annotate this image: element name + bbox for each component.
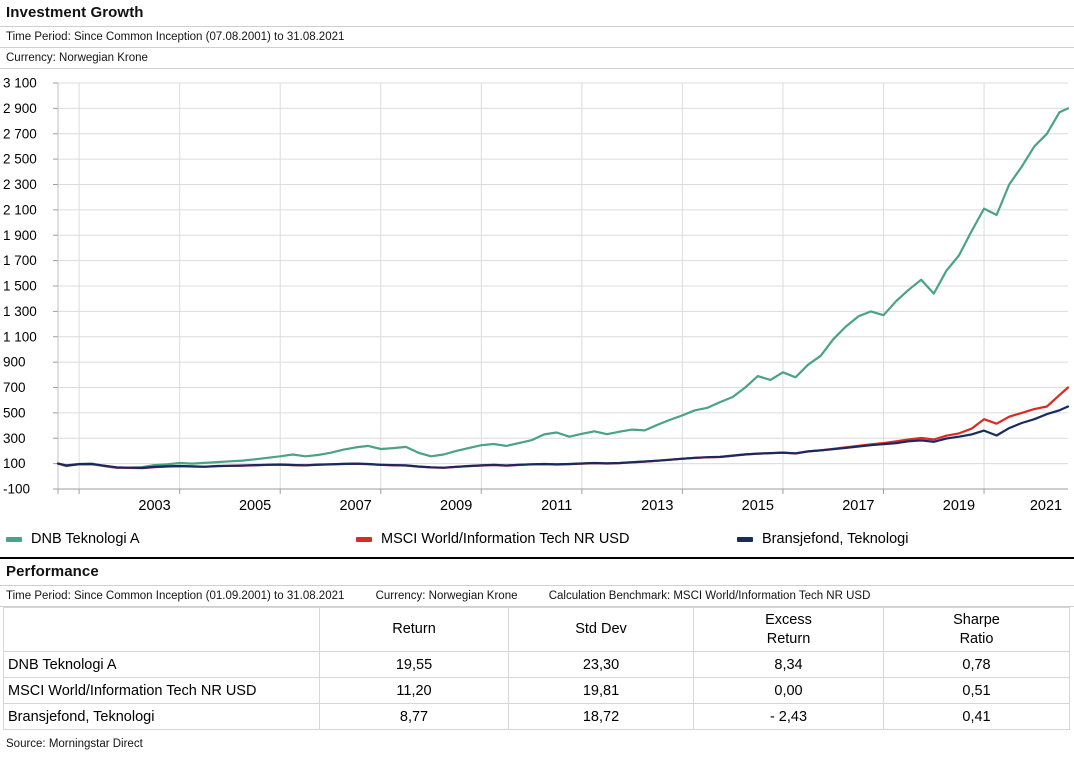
table-cell: 18,72 [508, 703, 694, 730]
table-header-cell: Std Dev [508, 607, 694, 652]
y-axis-label: 100 [3, 456, 26, 471]
series-line [56, 405, 1070, 469]
legend-swatch [737, 536, 753, 542]
y-axis-label: 1 100 [3, 329, 37, 344]
legend-label: Bransjefond, Teknologi [762, 531, 909, 547]
table-row: Bransjefond, Teknologi 8,77 18,72- 2,43 0,4… [3, 703, 1070, 730]
table-cell: 19,81 [508, 677, 694, 704]
table-header-cell: Excess Return [693, 607, 884, 652]
x-axis-label: 2011 [541, 498, 572, 514]
performance-table: Return Std Dev Excess Return Sharpe Ratio D… [3, 607, 1070, 730]
table-cell: 0,51 [883, 677, 1070, 704]
table-row: MSCI World/Information Tech NR USD 11,20 1… [3, 677, 1070, 704]
x-axis-label: 2003 [138, 498, 170, 514]
performance-table-body: DNB Teknologi A 19,55 23,30 8,34 0,78 MSCI Wo… [3, 651, 1070, 730]
table-cell: MSCI World/Information Tech NR USD [3, 677, 320, 704]
legend-label: MSCI World/Information Tech NR USD [381, 531, 630, 547]
y-axis-label: 2 300 [3, 177, 37, 192]
x-axis-label: 2019 [943, 498, 975, 514]
legend-label: DNB Teknologi A [31, 531, 140, 547]
growth-chart-svg: 3 100 2 900 2 700 2 500 2 300 2 100 1 900 1 700… [3, 76, 1070, 514]
performance-currency: Currency: Norwegian Krone [375, 590, 518, 602]
x-axis-label: 2005 [239, 498, 271, 514]
table-cell: 0,41 [883, 703, 1070, 730]
growth-chart: 3 100 2 900 2 700 2 500 2 300 2 100 1 900 1 700… [0, 69, 1074, 521]
x-axis-label: 2009 [440, 498, 472, 514]
section-divider [0, 557, 1074, 559]
y-axis-label: 3 100 [3, 76, 37, 91]
series-line [56, 107, 1070, 469]
y-axis-label: 1 900 [3, 228, 37, 243]
y-axis-label: 1 500 [3, 279, 37, 294]
table-cell: DNB Teknologi A [3, 651, 320, 678]
legend-swatch [6, 536, 22, 542]
y-axis-label: 1 300 [3, 304, 37, 319]
y-axis-label: 2 500 [3, 152, 37, 167]
performance-table-head: Return Std Dev Excess Return Sharpe Ratio [3, 607, 1070, 652]
x-axis-label: 2015 [742, 498, 774, 514]
table-header-cell: Sharpe Ratio [883, 607, 1070, 652]
performance-benchmark: Calculation Benchmark: MSCI World/Inform… [548, 590, 871, 602]
investment-growth-title: Investment Growth [0, 0, 1074, 27]
y-axis-label: 900 [3, 355, 26, 370]
table-cell: - 2,43 [693, 703, 884, 730]
x-axis-label: 2021 [1030, 498, 1062, 514]
performance-title: Performance [0, 559, 1074, 586]
table-cell: 0,78 [883, 651, 1070, 678]
performance-section: Performance Time Period: Since Common In… [0, 559, 1074, 754]
investment-growth-section: Investment Growth Time Period: Since Com… [0, 0, 1074, 557]
y-axis-label: 700 [3, 380, 26, 395]
y-axis-label: 2 900 [3, 101, 37, 116]
legend-item: MSCI World/Information Tech NR USD [356, 529, 629, 549]
y-axis-label: 500 [3, 405, 26, 420]
legend-item: Bransjefond, Teknologi [737, 529, 908, 549]
table-cell: 8,77 [319, 703, 509, 730]
growth-currency: Currency: Norwegian Krone [0, 48, 1074, 69]
y-axis-label: 2 700 [3, 126, 37, 141]
y-axis-label: 300 [3, 431, 26, 446]
table-cell: 0,00 [693, 677, 884, 704]
table-row: DNB Teknologi A 19,55 23,30 8,34 0,78 [3, 651, 1070, 678]
table-cell: 19,55 [319, 651, 509, 678]
y-axis-label: 2 100 [3, 202, 37, 217]
legend-item: DNB Teknologi A [6, 529, 140, 549]
table-cell: 11,20 [319, 677, 509, 704]
growth-time-period: Time Period: Since Common Inception (07.… [0, 27, 1074, 48]
chart-legend: DNB Teknologi A MSCI World/Information Te… [0, 521, 1074, 557]
table-header-cell [3, 607, 320, 652]
performance-time-period: Time Period: Since Common Inception (01.… [6, 590, 345, 602]
table-cell: 8,34 [693, 651, 884, 678]
source-note: Source: Morningstar Direct [6, 738, 143, 750]
series-line [56, 386, 1070, 470]
table-cell: 23,30 [508, 651, 694, 678]
x-axis-label: 2013 [641, 498, 673, 514]
performance-meta: Time Period: Since Common Inception (01.… [0, 586, 1074, 607]
x-axis-label: 2007 [339, 498, 371, 514]
y-axis-label: -100 [3, 482, 30, 497]
legend-swatch [356, 536, 372, 542]
table-cell: Bransjefond, Teknologi [3, 703, 320, 730]
x-axis-label: 2017 [842, 498, 874, 514]
table-header-row: Return Std Dev Excess Return Sharpe Ratio [3, 607, 1070, 652]
y-axis-label: 1 700 [3, 253, 37, 268]
table-header-cell: Return [319, 607, 509, 652]
